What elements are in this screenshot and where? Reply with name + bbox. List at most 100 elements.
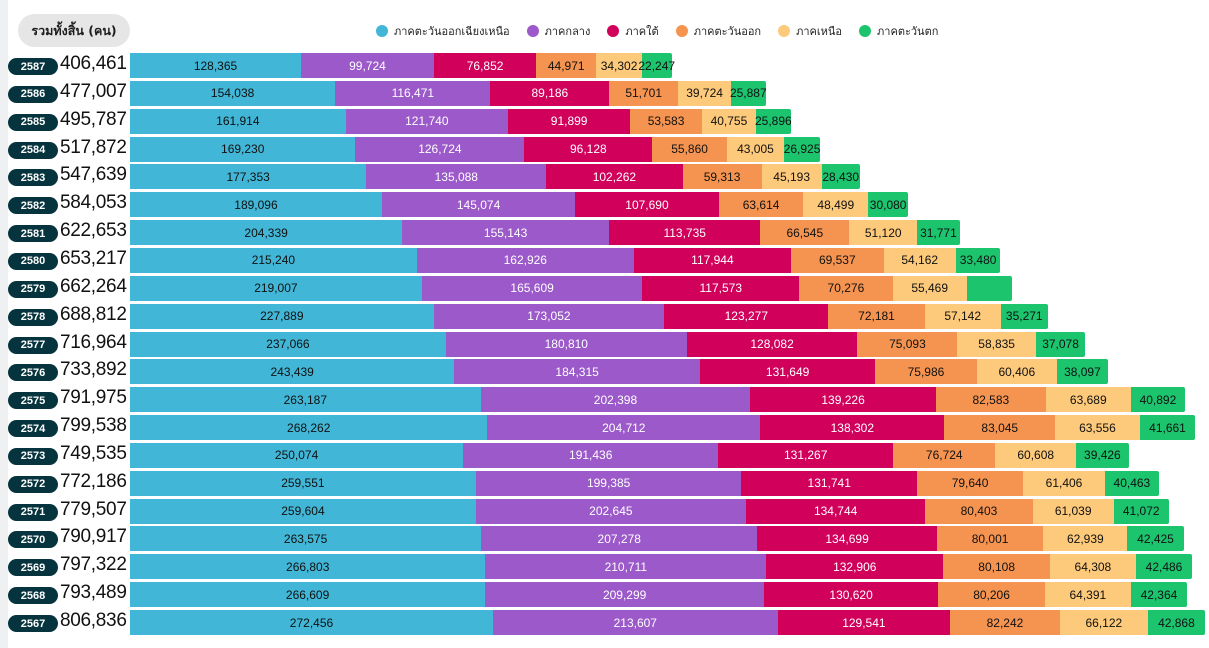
bar-segment: 42,425 xyxy=(1127,526,1184,552)
year-badge: 2581 xyxy=(8,225,58,243)
bar-segment-label: 60,608 xyxy=(1017,448,1055,463)
bar-segment: 135,088 xyxy=(366,164,547,190)
bar-segment-label: 22,247 xyxy=(638,58,676,73)
bar-segment: 37,078 xyxy=(1035,331,1086,357)
bar-segment: 51,701 xyxy=(609,80,679,106)
bar-segment-label: 139,226 xyxy=(821,392,865,407)
chart-row: 2571 779,507 259,604 202,645 134,744 80,403 61… xyxy=(0,498,1209,524)
bar-segment: 59,313 xyxy=(682,164,762,190)
bar-segment: 60,406 xyxy=(976,359,1058,385)
row-total-value: 791,975 xyxy=(60,387,127,409)
bar-segment-label: 173,052 xyxy=(527,309,571,324)
bar-segment: 58,835 xyxy=(957,331,1036,357)
bar-segment-label: 44,971 xyxy=(547,58,585,73)
stacked-bar: 219,007 165,609 117,573 70,276 55,469 xyxy=(130,275,1013,301)
bar-segment: 263,187 xyxy=(130,387,481,413)
bar-segment: 184,315 xyxy=(454,359,700,385)
bar-segment: 128,365 xyxy=(130,53,302,78)
chart-row: 2567 806,836 272,456 213,607 129,541 82,242 66… xyxy=(0,609,1209,635)
bar-segment-label: 215,240 xyxy=(251,253,296,268)
bar-segment-label: 54,162 xyxy=(901,253,939,268)
bar-segment-label: 82,242 xyxy=(986,615,1024,630)
stacked-bar: 263,575 207,278 134,699 80,001 62,939 42,425 xyxy=(130,526,1184,552)
chart-legend: ภาคตะวันออกเฉียงเหนือ ภาคกลาง ภาคใต้ ภาคตะว… xyxy=(376,22,955,40)
bar-segment: 64,391 xyxy=(1044,582,1131,608)
legend-item: ภาคใต้ xyxy=(607,22,659,40)
legend-item: ภาคตะวันตก xyxy=(859,22,938,40)
bar-segment-label: 210,711 xyxy=(604,559,648,574)
bar-segment: 40,892 xyxy=(1130,387,1186,413)
bar-segment: 39,724 xyxy=(678,80,732,106)
legend-label: ภาคตะวันออก xyxy=(693,25,762,38)
row-total-value: 733,892 xyxy=(60,359,127,381)
bar-segment: 70,276 xyxy=(799,275,893,301)
bar-segment: 76,852 xyxy=(433,53,537,78)
bar-segment: 129,541 xyxy=(777,610,951,635)
bar-segment-label: 131,267 xyxy=(784,448,828,463)
bar-segment: 66,545 xyxy=(760,220,850,246)
year-badge: 2575 xyxy=(8,392,58,410)
year-badge: 2582 xyxy=(8,197,58,215)
chart-row: 2577 716,964 237,066 180,810 128,082 75,093 58… xyxy=(0,331,1209,357)
bar-segment: 40,463 xyxy=(1104,470,1159,496)
bar-segment: 204,339 xyxy=(130,220,403,246)
bar-segment-label: 116,471 xyxy=(391,86,435,101)
bar-segment: 209,299 xyxy=(485,582,765,608)
bar-segment: 180,810 xyxy=(445,331,687,357)
bar-segment: 202,398 xyxy=(480,387,751,413)
bar-segment: 138,302 xyxy=(760,415,945,441)
bar-segment: 38,097 xyxy=(1057,359,1108,385)
bar-segment: 243,439 xyxy=(130,359,455,385)
bar-segment: 126,724 xyxy=(355,136,525,162)
year-badge: 2583 xyxy=(8,169,58,187)
bar-segment-label: 259,604 xyxy=(281,504,325,519)
bar-segment: 272,456 xyxy=(130,610,493,635)
chart-row: 2581 622,653 204,339 155,143 113,735 66,545 51… xyxy=(0,219,1209,246)
bar-segment: 161,914 xyxy=(130,108,346,134)
bar-segment: 57,142 xyxy=(924,303,1001,329)
row-total-value: 799,538 xyxy=(60,415,127,437)
chart-row: 2578 688,812 227,889 173,052 123,277 72,181 57… xyxy=(0,303,1209,329)
year-badge: 2567 xyxy=(8,615,58,632)
year-badge: 2578 xyxy=(8,308,58,326)
bar-segment-label: 28,430 xyxy=(822,169,860,184)
bar-segment: 227,889 xyxy=(130,303,434,329)
bar-segment-label: 57,142 xyxy=(944,309,982,324)
bar-segment-label: 131,649 xyxy=(765,364,810,379)
stacked-bar: 266,803 210,711 132,906 80,108 64,308 42,486 xyxy=(130,554,1193,580)
bar-segment-label: 117,944 xyxy=(691,253,734,268)
bar-segment: 207,278 xyxy=(481,526,758,552)
bar-segment-label: 35,271 xyxy=(1005,309,1043,324)
bar-segment: 82,583 xyxy=(935,387,1046,413)
bar-segment: 154,038 xyxy=(130,80,336,106)
year-badge: 2574 xyxy=(8,420,58,438)
bar-segment: 199,385 xyxy=(475,470,742,496)
bar-segment-label: 48,499 xyxy=(817,197,855,212)
row-total-value: 517,872 xyxy=(60,136,127,158)
legend-label: ภาคตะวันออกเฉียงเหนือ xyxy=(394,25,510,38)
row-total-value: 793,489 xyxy=(60,582,127,604)
bar-segment: 155,143 xyxy=(402,220,609,246)
bar-segment-label: 180,810 xyxy=(544,337,588,351)
stacked-bar: 266,609 209,299 130,620 80,206 64,391 42,364 xyxy=(130,582,1188,608)
bar-segment-label: 204,712 xyxy=(602,420,646,435)
bar-segment: 162,926 xyxy=(416,247,634,273)
stacked-bar: 128,365 99,724 76,852 44,971 34,302 22,247 xyxy=(130,53,676,78)
bar-segment-label: 102,262 xyxy=(592,169,637,184)
bar-segment-label: 213,607 xyxy=(613,615,657,630)
bar-segment: 102,262 xyxy=(546,164,683,190)
bar-segment-label: 63,614 xyxy=(742,197,780,212)
bar-segment: 43,005 xyxy=(726,136,785,162)
bar-segment-label: 128,365 xyxy=(193,58,238,73)
bar-segment-label: 72,181 xyxy=(858,309,895,324)
legend-item: ภาคตะวันออก xyxy=(675,22,762,40)
stacked-bar: 250,074 191,436 131,267 76,724 60,608 39,426 xyxy=(130,442,1129,468)
stacked-bar: 237,066 180,810 128,082 75,093 58,835 37,078 xyxy=(130,331,1086,357)
bar-segment-label: 189,096 xyxy=(234,197,278,212)
bar-segment-label: 69,537 xyxy=(818,253,856,268)
bar-segment-label: 263,187 xyxy=(283,392,328,407)
bar-segment-label: 38,097 xyxy=(1064,364,1101,379)
bar-segment-label: 33,480 xyxy=(959,253,997,268)
bar-segment-label: 42,486 xyxy=(1145,559,1183,574)
bar-segment: 80,108 xyxy=(943,554,1051,580)
